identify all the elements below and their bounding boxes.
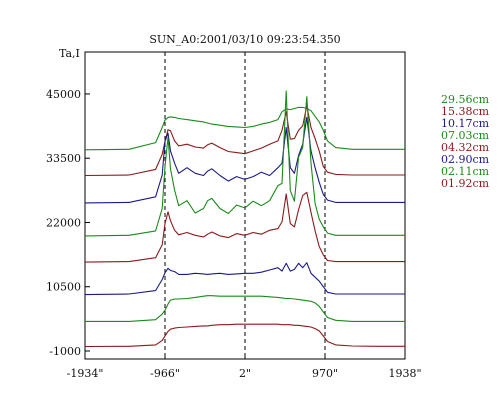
legend-entry: 04.32cm [441,141,490,154]
legend-entry: 07.03cm [441,129,490,142]
y-axis: 45000 33500 22000 10500 -1000 [46,88,90,358]
legend-entry: 02.90cm [441,153,490,166]
series-line-7 [84,323,405,348]
legend: 29.56cm15.38cm10.17cm07.03cm04.32cm02.90… [441,93,490,190]
legend-entry: 01.92cm [441,177,490,190]
x-tick-label: 2" [239,367,251,380]
reference-lines [164,52,326,359]
x-tick-label: 1938" [388,367,421,380]
y-tick-label: -1000 [49,345,81,358]
x-axis: -1934" -966" 2" 970" 1938" [67,354,422,380]
x-tick-label: -966" [150,367,180,380]
legend-entry: 15.38cm [441,105,490,118]
legend-entry: 02.11cm [441,165,490,178]
series-line-4 [84,191,405,263]
series-lines [84,90,405,348]
chart-title: SUN_A0:2001/03/10 09:23:54.350 [149,33,340,46]
y-tick-label: 45000 [46,88,81,101]
series-line-5 [84,262,405,296]
legend-entry: 10.17cm [441,117,490,130]
series-line-3 [84,90,405,237]
y-tick-label: 22000 [46,216,81,229]
series-line-2 [84,116,405,204]
y-tick-label: 33500 [46,152,81,165]
x-tick-label: 970" [312,367,338,380]
series-line-1 [84,105,405,177]
y-axis-label: Ta,I [59,47,80,60]
y-tick-label: 10500 [46,281,81,294]
x-tick-label: -1934" [67,367,104,380]
series-line-0 [84,106,405,151]
legend-entry: 29.56cm [441,93,490,106]
series-line-6 [85,295,405,322]
